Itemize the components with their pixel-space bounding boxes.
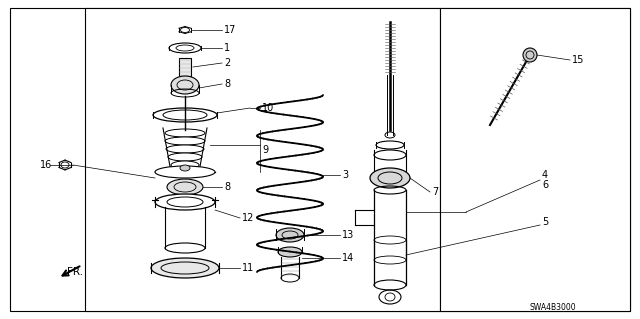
Ellipse shape <box>278 247 302 257</box>
Text: 10: 10 <box>262 103 275 113</box>
Text: 15: 15 <box>572 55 584 65</box>
Ellipse shape <box>167 179 203 195</box>
Text: 7: 7 <box>432 187 438 197</box>
Text: 8: 8 <box>224 182 230 192</box>
Text: 17: 17 <box>224 25 236 35</box>
Text: 6: 6 <box>542 180 548 190</box>
Ellipse shape <box>155 194 215 210</box>
Ellipse shape <box>276 228 304 242</box>
Text: SWA4B3000: SWA4B3000 <box>530 303 577 313</box>
Text: 2: 2 <box>224 58 230 68</box>
Bar <box>179 58 191 76</box>
Ellipse shape <box>165 137 205 145</box>
Text: 8: 8 <box>224 79 230 89</box>
Ellipse shape <box>155 166 215 178</box>
Text: 13: 13 <box>342 230 355 240</box>
Ellipse shape <box>523 48 537 62</box>
Ellipse shape <box>370 168 410 188</box>
Text: 14: 14 <box>342 253 355 263</box>
Text: 12: 12 <box>242 213 254 223</box>
Text: 11: 11 <box>242 263 254 273</box>
Bar <box>440 8 630 311</box>
Text: 5: 5 <box>542 217 548 227</box>
Text: 3: 3 <box>342 170 348 180</box>
Ellipse shape <box>171 76 199 94</box>
Ellipse shape <box>165 129 205 137</box>
Text: 9: 9 <box>262 145 268 155</box>
Ellipse shape <box>168 153 202 161</box>
Ellipse shape <box>166 145 204 153</box>
Text: 16: 16 <box>40 160 52 170</box>
Text: FR.: FR. <box>67 267 83 277</box>
Bar <box>85 8 440 311</box>
Ellipse shape <box>151 258 219 278</box>
Ellipse shape <box>180 165 190 171</box>
Text: 4: 4 <box>542 170 548 180</box>
Text: 1: 1 <box>224 43 230 53</box>
Ellipse shape <box>171 161 199 169</box>
